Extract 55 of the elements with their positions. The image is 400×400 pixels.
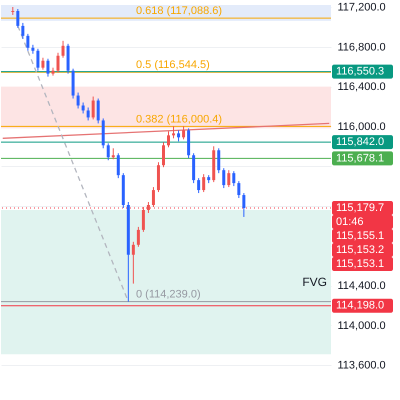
- text: 115,153.1: [336, 258, 384, 270]
- y-tick-label: 117,200.0: [338, 1, 386, 14]
- candlestick: [136, 226, 140, 248]
- text: 115,155.1: [336, 230, 384, 242]
- annotation: 0 (114,239.0): [136, 288, 201, 301]
- ref-line-label: 115,678.1: [336, 152, 384, 164]
- text: 115,153.2: [336, 244, 384, 256]
- y-tick-label: 116,800.0: [338, 41, 386, 54]
- candlestick: [237, 180, 240, 199]
- y-tick-label: 113,600.0: [338, 360, 386, 372]
- annotation: 0.382 (116,000.4): [136, 113, 222, 126]
- candlestick: [56, 52, 60, 74]
- candlestick: [162, 142, 165, 168]
- candlestick: [62, 40, 65, 58]
- candlestick: [202, 174, 206, 193]
- band-label: FVG: [302, 275, 327, 290]
- candlestick: [21, 22, 24, 40]
- candlestick: [222, 168, 226, 189]
- y-tick-label: 114,000.0: [338, 320, 386, 332]
- annotation: 0.5 (116,544.5): [136, 59, 210, 72]
- candlestick: [41, 57, 44, 70]
- candlestick: [36, 48, 40, 72]
- ref-line-label: 115,179.7: [336, 202, 384, 214]
- candlestick: [16, 8, 20, 28]
- ref-line-label: 116,550.3: [336, 66, 384, 78]
- candlestick: [142, 206, 145, 232]
- candlestick: [112, 148, 115, 160]
- ref-line-label: 115,842.0: [336, 136, 384, 148]
- candlestick: [232, 170, 236, 187]
- candlestick: [76, 92, 80, 109]
- y-tick-label: 114,400.0: [338, 280, 386, 292]
- y-tick-label: 116,000.0: [338, 120, 386, 133]
- candlestick: [172, 126, 176, 139]
- annotation: 0.618 (117,088.6): [136, 5, 222, 18]
- candlestick: [167, 130, 170, 148]
- candlestick: [152, 186, 155, 208]
- candlestick: [106, 142, 110, 161]
- candlestick: [182, 126, 186, 140]
- candlestick: [86, 106, 90, 121]
- candlestick: [132, 241, 135, 284]
- candlestick: [116, 152, 120, 179]
- candlestick: [242, 192, 246, 218]
- candlestick: [96, 98, 100, 124]
- candlestick: [46, 58, 50, 78]
- candlestick: [82, 102, 85, 114]
- candlestick: [92, 96, 95, 120]
- ref-line-label: 114,198.0: [336, 300, 384, 312]
- candlestick: [227, 170, 230, 188]
- candlestick: [177, 130, 180, 142]
- candlestick: [26, 33, 30, 52]
- candlestick: [217, 148, 220, 174]
- candlestick: [197, 178, 200, 194]
- text: 01:46: [336, 216, 364, 228]
- candlestick: [146, 202, 150, 214]
- y-tick-label: 116,400.0: [338, 81, 386, 94]
